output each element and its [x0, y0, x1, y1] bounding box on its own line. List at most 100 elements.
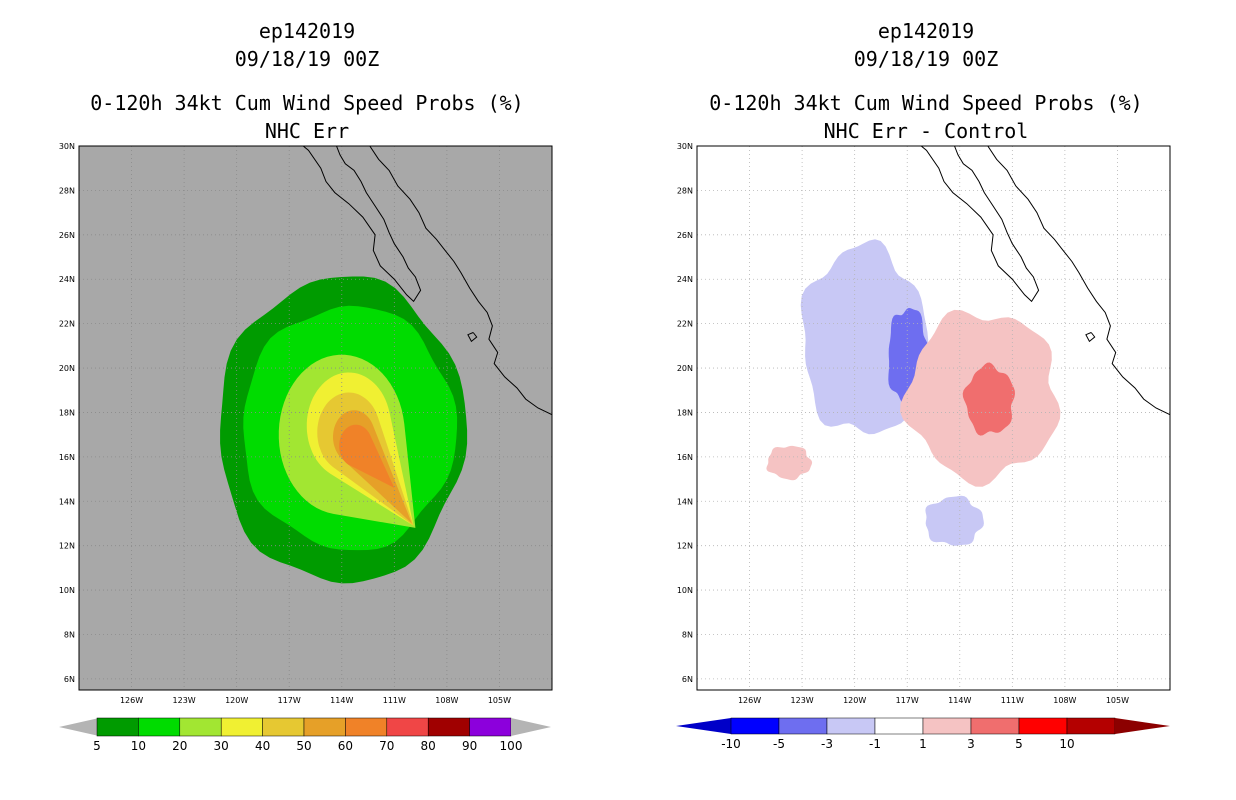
lat-tick-label: 24N	[677, 275, 693, 284]
colorbar-label: 30	[214, 739, 229, 753]
lon-tick-label: 105W	[1106, 696, 1129, 705]
left-colorbar: 5 10 20 30 40 50 60 70 80 90 100	[59, 717, 551, 753]
lon-tick-label: 120W	[225, 696, 248, 705]
lat-tick-label: 26N	[59, 231, 75, 240]
colorbar-segment	[970, 717, 1020, 735]
lon-tick-label: 111W	[1001, 696, 1024, 705]
contour-3-western-specks	[766, 445, 813, 481]
lat-tick-label: 26N	[677, 231, 693, 240]
lat-tick-label: 18N	[677, 408, 693, 417]
colorbar-segment	[469, 717, 512, 737]
colorbar-label: 100	[500, 739, 523, 753]
lon-tick-label: 108W	[435, 696, 458, 705]
colorbar-high-arrow	[511, 718, 551, 736]
contour-60-percent	[339, 424, 395, 488]
left-title-line-2: 09/18/19 00Z	[235, 47, 380, 71]
right-lon-tick-labels: 126W 123W 120W 117W 114W 111W 108W 105W	[738, 696, 1129, 705]
lat-tick-label: 20N	[59, 364, 75, 373]
lat-tick-label: 22N	[677, 320, 693, 329]
lat-tick-label: 24N	[59, 275, 75, 284]
colorbar-segment	[262, 717, 305, 737]
lat-tick-label: 8N	[64, 630, 75, 639]
colorbar-label: 80	[421, 739, 436, 753]
colorbar-low-arrow	[676, 718, 731, 734]
colorbar-label: 10	[131, 739, 146, 753]
colorbar-segment	[386, 717, 429, 737]
right-panel: ep142019 09/18/19 00Z 0-120h 34kt Cum Wi…	[676, 19, 1171, 751]
right-title-line-1: ep142019	[878, 19, 974, 43]
colorbar-label: 1	[919, 737, 927, 751]
lon-tick-label: 123W	[791, 696, 814, 705]
contour-5-south-east-core	[962, 362, 1015, 436]
lon-tick-label: 123W	[173, 696, 196, 705]
left-map-frame	[78, 145, 553, 691]
lat-tick-label: 14N	[677, 497, 693, 506]
colorbar-label: 60	[338, 739, 353, 753]
lon-tick-label: 108W	[1053, 696, 1076, 705]
colorbar-label: 70	[379, 739, 394, 753]
right-colorbar: -10 -5 -3 -1 1 3 5 10	[676, 717, 1170, 751]
right-gridlines	[697, 146, 1170, 690]
left-title-line-1: ep142019	[259, 19, 355, 43]
colorbar-label: 5	[93, 739, 101, 753]
lat-tick-label: 28N	[59, 186, 75, 195]
lat-tick-label: 22N	[59, 320, 75, 329]
left-lat-tick-labels: 30N 28N 26N 24N 22N 20N 18N 16N 14N 12N 10N 8N 6N	[59, 142, 75, 684]
lat-tick-label: 16N	[59, 453, 75, 462]
colorbar-segment	[874, 717, 924, 735]
lat-tick-label: 14N	[59, 497, 75, 506]
colorbar-segment	[96, 717, 139, 737]
lat-tick-label: 8N	[682, 630, 693, 639]
lat-tick-label: 30N	[59, 142, 75, 151]
colorbar-label: 40	[255, 739, 270, 753]
lat-tick-label: 12N	[59, 542, 75, 551]
colorbar-segment	[826, 717, 876, 735]
left-title-line-3: 0-120h 34kt Cum Wind Speed Probs (%)	[90, 91, 523, 115]
colorbar-label: -3	[821, 737, 833, 751]
lon-tick-label: 114W	[948, 696, 971, 705]
colorbar-segment	[730, 717, 780, 735]
lon-tick-label: 117W	[278, 696, 301, 705]
colorbar-label: -1	[869, 737, 881, 751]
left-gridlines	[79, 146, 552, 690]
left-coastline	[302, 146, 552, 416]
lat-tick-label: 6N	[682, 675, 693, 684]
lat-tick-label: 18N	[59, 408, 75, 417]
left-lon-tick-labels: 126W 123W 120W 117W 114W 111W 108W 105W	[120, 696, 511, 705]
lat-tick-label: 28N	[677, 186, 693, 195]
right-title-line-2: 09/18/19 00Z	[854, 47, 999, 71]
lon-tick-label: 111W	[383, 696, 406, 705]
lat-tick-label: 10N	[677, 586, 693, 595]
colorbar-label: 5	[1015, 737, 1023, 751]
lon-tick-label: 114W	[330, 696, 353, 705]
lat-tick-label: 20N	[677, 364, 693, 373]
lat-tick-label: 6N	[64, 675, 75, 684]
colorbar-segment	[303, 717, 346, 737]
colorbar-label: -5	[773, 737, 785, 751]
colorbar-segment	[922, 717, 972, 735]
right-coastline	[920, 146, 1170, 416]
colorbar-segment	[179, 717, 222, 737]
lon-tick-label: 126W	[738, 696, 761, 705]
colorbar-low-arrow	[59, 718, 99, 736]
lat-tick-label: 10N	[59, 586, 75, 595]
right-title-line-4: NHC Err - Control	[824, 119, 1029, 143]
right-difference-contours	[766, 239, 1061, 546]
right-title-line-3: 0-120h 34kt Cum Wind Speed Probs (%)	[709, 91, 1142, 115]
lon-tick-label: 126W	[120, 696, 143, 705]
lat-tick-label: 30N	[677, 142, 693, 151]
colorbar-segment	[220, 717, 263, 737]
colorbar-label: 10	[1059, 737, 1074, 751]
colorbar-segment	[345, 717, 388, 737]
colorbar-segment	[427, 717, 470, 737]
colorbar-label: -10	[721, 737, 741, 751]
colorbar-segment	[138, 717, 181, 737]
colorbar-segment	[778, 717, 828, 735]
left-probability-contours	[220, 276, 468, 584]
lon-tick-label: 120W	[843, 696, 866, 705]
lon-tick-label: 117W	[896, 696, 919, 705]
colorbar-segment	[1066, 717, 1116, 735]
right-map-frame	[696, 145, 1171, 691]
lat-tick-label: 16N	[677, 453, 693, 462]
